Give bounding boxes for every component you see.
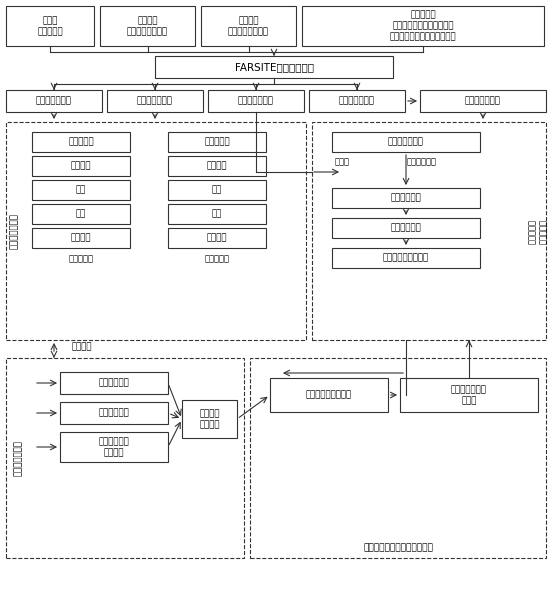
Text: 三维地形可视化: 三维地形可视化 — [388, 137, 424, 146]
Text: 树冠三维模型动
态变化: 树冠三维模型动 态变化 — [451, 385, 487, 405]
Text: 树冠火三维
场景可视化: 树冠火三维 场景可视化 — [528, 218, 548, 243]
Bar — [168, 156, 266, 176]
Bar — [400, 378, 538, 412]
Bar — [6, 122, 306, 340]
Bar — [32, 132, 130, 152]
Text: 粒子数量: 粒子数量 — [207, 162, 227, 170]
Text: 林相图: 林相图 — [335, 157, 349, 166]
Bar — [332, 188, 480, 208]
Text: 风要素
风向、风速: 风要素 风向、风速 — [37, 16, 63, 36]
Bar — [100, 6, 195, 46]
Text: 火焰高度分布图: 火焰高度分布图 — [465, 96, 501, 105]
Text: 位置: 位置 — [76, 210, 86, 218]
Bar — [6, 358, 244, 558]
Text: 虚拟林火环境: 虚拟林火环境 — [391, 224, 421, 233]
Bar — [32, 228, 130, 248]
Text: 烟粒子系统: 烟粒子系统 — [204, 255, 230, 263]
Text: 蔓延速度分布图: 蔓延速度分布图 — [238, 96, 274, 105]
Bar — [168, 228, 266, 248]
Text: 大小: 大小 — [76, 185, 86, 195]
Text: 枝条几何模型: 枝条几何模型 — [99, 408, 129, 417]
Bar — [332, 132, 480, 152]
Bar — [6, 6, 94, 46]
Bar — [168, 132, 266, 152]
Bar — [60, 432, 168, 462]
Bar — [270, 378, 388, 412]
Bar — [312, 122, 546, 340]
Bar — [250, 358, 546, 558]
Text: 火焰长度分布图: 火焰长度分布图 — [137, 96, 173, 105]
Bar — [182, 400, 237, 438]
Bar — [420, 90, 546, 112]
Text: 火线强度分布图: 火线强度分布图 — [339, 96, 375, 105]
Text: 火粒子基元: 火粒子基元 — [68, 137, 94, 146]
Text: 位置: 位置 — [212, 210, 222, 218]
Text: 生命周期: 生命周期 — [207, 233, 227, 243]
Text: 树干几何模型: 树干几何模型 — [99, 378, 129, 388]
Text: 气象要素
温度、湿度、降水: 气象要素 温度、湿度、降水 — [228, 16, 269, 36]
Bar — [302, 6, 544, 46]
Bar — [107, 90, 203, 112]
Text: 生命周期: 生命周期 — [71, 233, 91, 243]
Text: 过火区冠层变化模拟: 过火区冠层变化模拟 — [383, 253, 429, 262]
Text: 火线边界分布图: 火线边界分布图 — [36, 96, 72, 105]
Bar — [155, 56, 393, 78]
Bar — [168, 204, 266, 224]
Text: 三维植物模型: 三维植物模型 — [407, 157, 437, 166]
Bar — [32, 156, 130, 176]
Text: 火焰和烟可视化: 火焰和烟可视化 — [9, 213, 19, 249]
Bar — [6, 90, 102, 112]
Text: 地形要素
高程、坡度、坡向: 地形要素 高程、坡度、坡向 — [127, 16, 168, 36]
Text: 烟粒子基元: 烟粒子基元 — [204, 137, 230, 146]
Text: 叶等片状组份
几何模型: 叶等片状组份 几何模型 — [99, 437, 129, 457]
Bar — [60, 372, 168, 394]
Text: 单株木树冠火蔓延三维可视化: 单株木树冠火蔓延三维可视化 — [363, 543, 433, 552]
Text: 虚拟森林环境: 虚拟森林环境 — [391, 194, 421, 202]
Text: 树冠火从下向上蔓延: 树冠火从下向上蔓延 — [306, 391, 352, 400]
Text: 交互作用: 交互作用 — [72, 343, 93, 352]
Bar — [332, 218, 480, 238]
Text: 顶点着色
片元着色: 顶点着色 片元着色 — [199, 409, 220, 429]
Text: 粒子数量: 粒子数量 — [71, 162, 91, 170]
Bar — [32, 180, 130, 200]
Text: 大小: 大小 — [212, 185, 222, 195]
Text: FARSITE蔓延模拟引擎: FARSITE蔓延模拟引擎 — [235, 62, 314, 72]
Bar — [309, 90, 405, 112]
Text: 火粒子系统: 火粒子系统 — [68, 255, 93, 263]
Text: 燃料床特性
可燃物模型、林冠盖度、树
高、林冠基高、冠层容积密度: 燃料床特性 可燃物模型、林冠盖度、树 高、林冠基高、冠层容积密度 — [390, 11, 457, 41]
Bar — [168, 180, 266, 200]
Bar — [201, 6, 296, 46]
Bar — [60, 402, 168, 424]
Bar — [208, 90, 304, 112]
Bar — [332, 248, 480, 268]
Bar — [32, 204, 130, 224]
Text: 单株木三维建模: 单株木三维建模 — [13, 440, 23, 476]
